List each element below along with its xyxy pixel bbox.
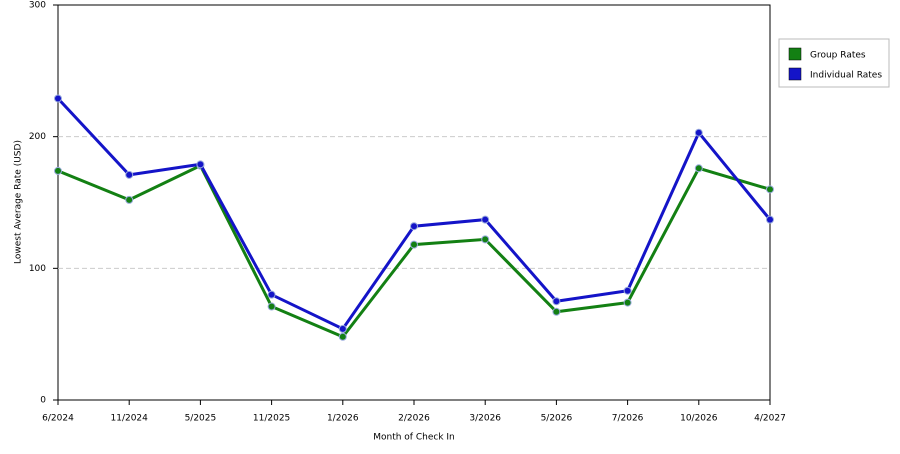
y-tick-label: 200 <box>29 132 46 142</box>
x-tick-label: 10/2026 <box>680 414 718 424</box>
y-tick-label: 300 <box>29 1 46 11</box>
x-tick-label: 7/2026 <box>612 414 644 424</box>
series-line <box>56 97 772 331</box>
point <box>125 170 134 179</box>
point <box>267 290 276 299</box>
plot-frame <box>57 4 771 401</box>
point <box>410 222 418 231</box>
x-tick-label: 11/2024 <box>111 414 149 424</box>
point <box>54 94 62 103</box>
point <box>552 297 561 306</box>
point <box>766 215 774 224</box>
point <box>766 185 774 194</box>
point <box>267 302 276 311</box>
x-tick-label: 11/2025 <box>253 414 290 424</box>
x-tick-label: 1/2026 <box>327 414 359 424</box>
point <box>410 240 418 249</box>
y-tick-label: 0 <box>40 396 46 406</box>
point <box>338 324 347 333</box>
point <box>623 298 632 307</box>
point <box>481 235 490 244</box>
y-axis-label: Lowest Average Rate (USD) <box>14 140 24 264</box>
point <box>552 307 561 316</box>
point <box>54 166 62 175</box>
point <box>338 332 347 341</box>
x-tick-label: 4/2027 <box>754 414 786 424</box>
point <box>196 160 205 169</box>
x-tick-label: 2/2026 <box>398 414 430 424</box>
legend-swatch <box>788 67 802 81</box>
x-axis-label: Month of Check In <box>373 433 455 443</box>
point <box>125 195 134 204</box>
legend-label: Individual Rates <box>810 71 882 81</box>
point <box>694 164 703 173</box>
point <box>481 215 490 224</box>
point <box>623 286 632 295</box>
legend-swatch <box>788 47 802 61</box>
point <box>694 128 703 137</box>
series-line <box>57 163 771 339</box>
x-tick-label: 3/2026 <box>469 414 501 424</box>
x-tick-label: 6/2024 <box>42 414 74 424</box>
y-tick-label: 100 <box>29 264 46 274</box>
x-tick-label: 5/2026 <box>541 414 573 424</box>
x-tick-label: 5/2025 <box>185 414 217 424</box>
legend-label: Group Rates <box>810 51 866 61</box>
